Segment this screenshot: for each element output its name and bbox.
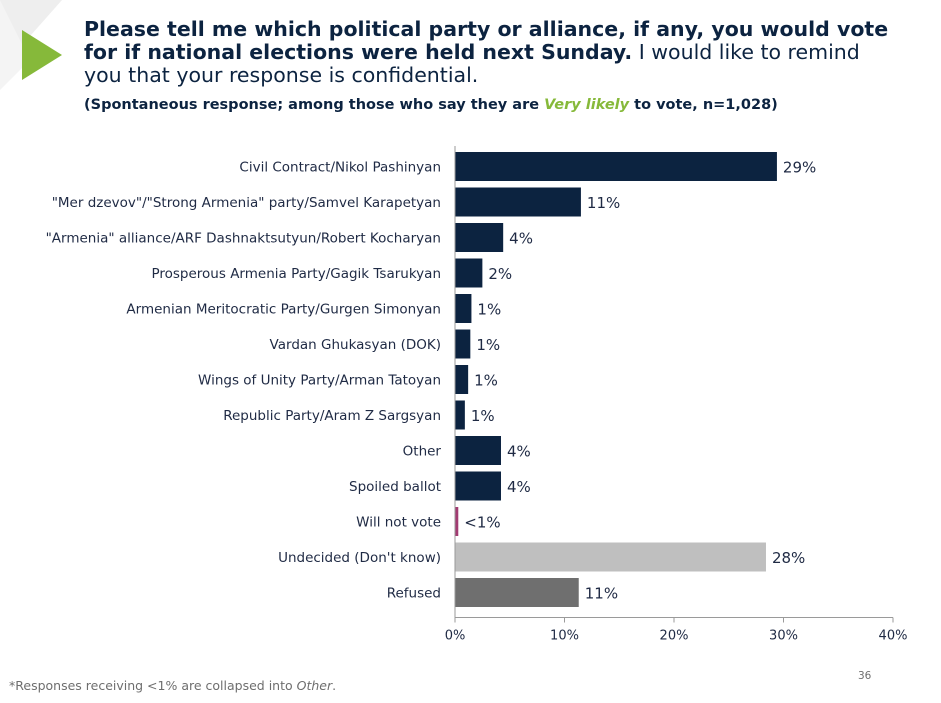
data-label: 29% xyxy=(783,159,816,177)
bar xyxy=(455,542,766,572)
play-arrow-icon xyxy=(22,30,62,80)
bar xyxy=(455,294,472,323)
bar xyxy=(455,258,483,288)
title-line-3: you that your response is confidential. xyxy=(84,63,479,87)
data-label: 28% xyxy=(772,549,805,567)
category-label: Republic Party/Aram Z Sargsyan xyxy=(223,408,441,424)
category-label: Vardan Ghukasyan (DOK) xyxy=(270,337,441,353)
category-label: Wings of Unity Party/Arman Tatoyan xyxy=(198,373,441,389)
bar xyxy=(455,223,504,252)
data-label: 1% xyxy=(476,336,500,354)
category-label: Civil Contract/Nikol Pashinyan xyxy=(239,160,441,176)
data-label: <1% xyxy=(464,514,500,532)
corner-decoration xyxy=(0,0,62,90)
bar xyxy=(455,507,459,536)
data-label: 11% xyxy=(587,194,620,212)
bar xyxy=(455,578,579,607)
x-tick-label: 40% xyxy=(879,629,908,644)
page-number: 36 xyxy=(858,670,872,682)
data-label: 4% xyxy=(509,230,533,248)
subtitle: (Spontaneous response; among those who s… xyxy=(84,97,914,113)
category-label: Armenian Meritocratic Party/Gurgen Simon… xyxy=(126,302,441,318)
category-label: "Mer dzevov"/"Strong Armenia" party/Samv… xyxy=(52,195,441,211)
data-label: 1% xyxy=(471,407,495,425)
subtitle-prefix: (Spontaneous response; among those who s… xyxy=(84,97,545,113)
data-label: 4% xyxy=(507,443,531,461)
bar xyxy=(455,152,777,181)
bar xyxy=(455,471,501,501)
footnote-em: Other xyxy=(296,678,333,693)
category-label: Prosperous Armenia Party/Gagik Tsarukyan xyxy=(151,266,441,282)
data-label: 11% xyxy=(585,585,618,603)
footnote-prefix: *Responses receiving <1% are collapsed i… xyxy=(9,678,297,693)
title-line-1: Please tell me which political party or … xyxy=(84,17,889,41)
x-tick-label: 30% xyxy=(769,629,798,644)
category-label: Refused xyxy=(387,586,441,602)
bar xyxy=(455,436,501,465)
footnote: *Responses receiving <1% are collapsed i… xyxy=(9,678,336,693)
footnote-suffix: . xyxy=(332,678,337,693)
data-label: 1% xyxy=(474,372,498,390)
category-label: Will not vote xyxy=(356,515,441,531)
category-label: Other xyxy=(403,444,442,460)
bar xyxy=(455,365,469,394)
category-label: Spoiled ballot xyxy=(349,479,441,495)
title-normal-part: I would like to remind xyxy=(632,40,860,64)
title-bold-part: for if national elections were held next… xyxy=(84,40,633,64)
data-label: 2% xyxy=(488,265,512,283)
x-tick-label: 20% xyxy=(660,629,689,644)
category-label: "Armenia" alliance/ARF Dashnaktsutyun/Ro… xyxy=(46,231,441,247)
header: Please tell me which political party or … xyxy=(84,17,914,114)
bar xyxy=(455,400,465,430)
subtitle-suffix: to vote, n=1,028) xyxy=(629,97,778,113)
data-label: 4% xyxy=(507,478,531,496)
x-tick-label: 10% xyxy=(550,629,579,644)
subtitle-highlight: Very likely xyxy=(544,97,630,113)
bar xyxy=(455,187,581,217)
title-line-2: for if national elections were held next… xyxy=(84,41,914,64)
bar-chart: Civil Contract/Nikol Pashinyan 29% "Mer dz… xyxy=(46,146,908,644)
data-label: 1% xyxy=(477,301,501,319)
x-tick-label: 0% xyxy=(445,629,466,644)
category-label: Undecided (Don't know) xyxy=(278,550,441,566)
bar xyxy=(455,329,471,359)
